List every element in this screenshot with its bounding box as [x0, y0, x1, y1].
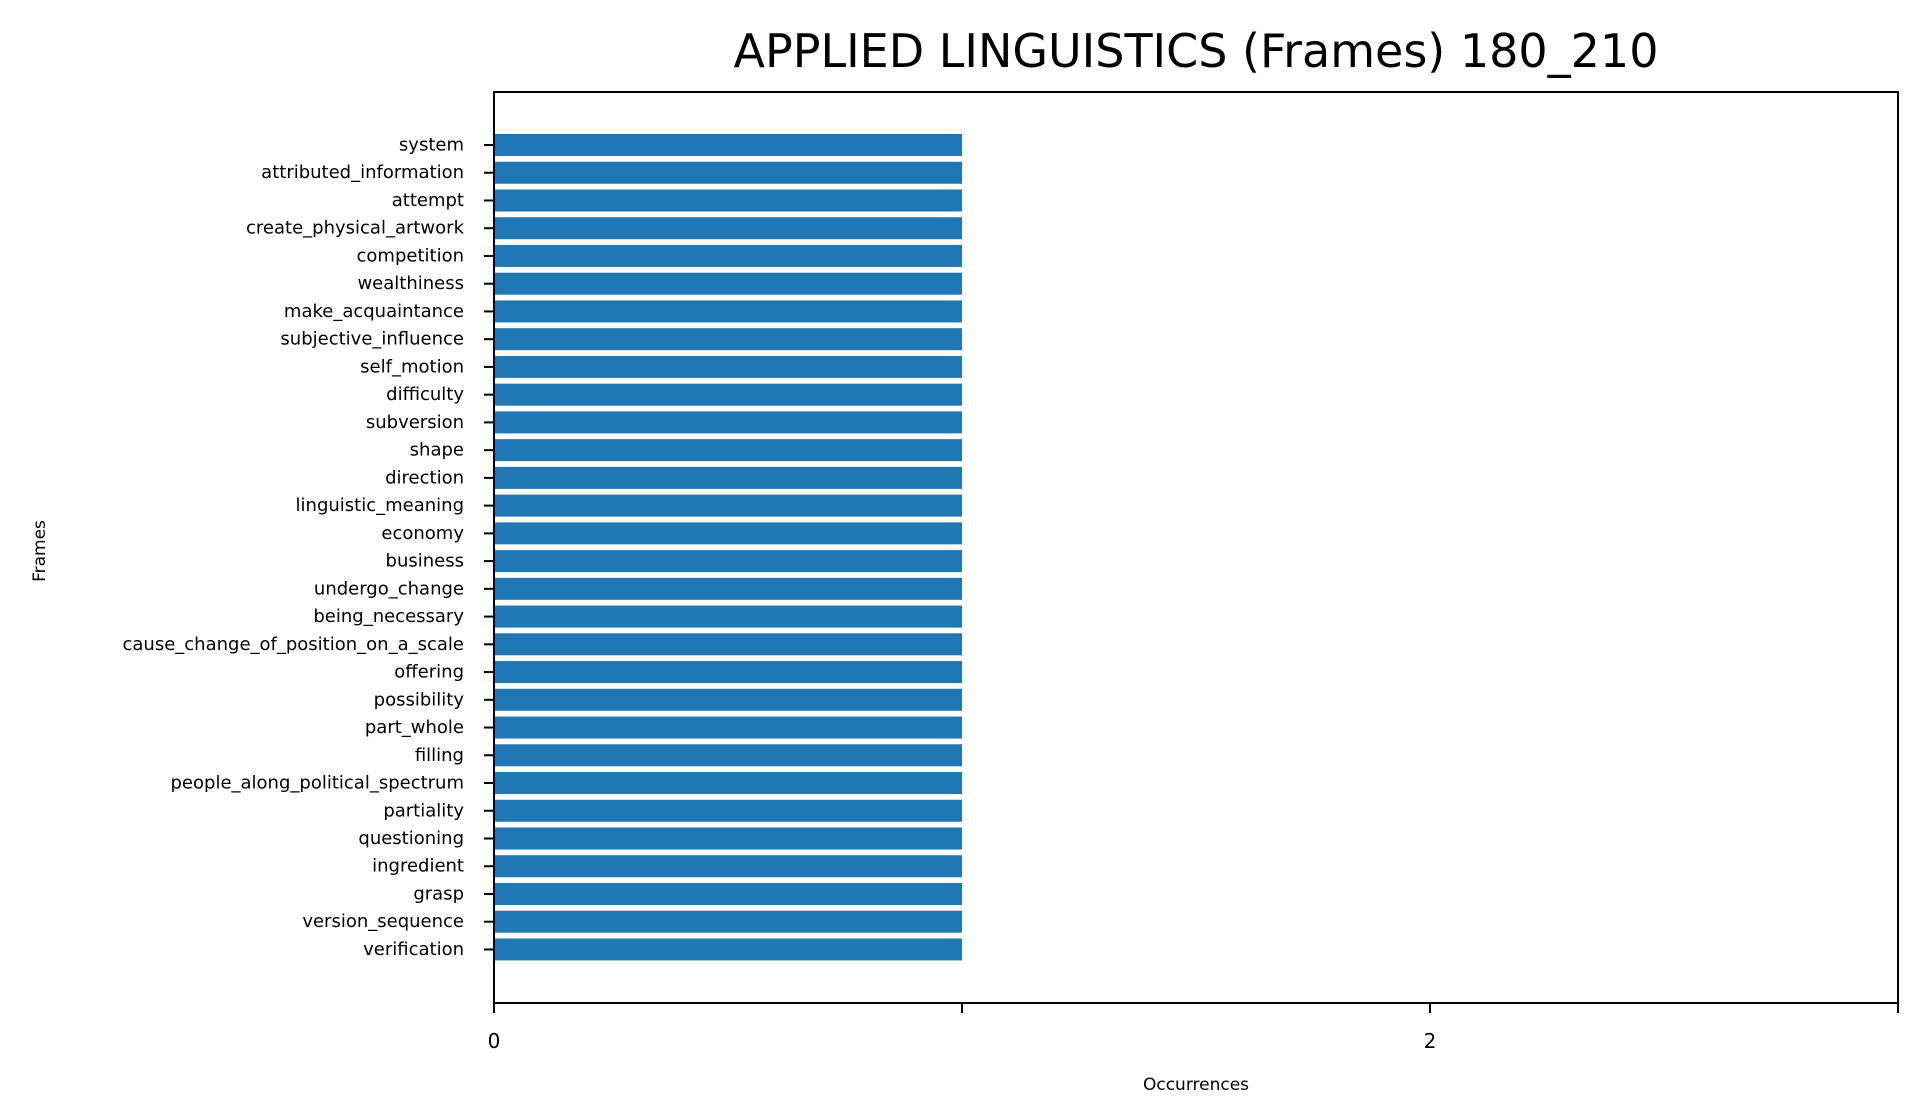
y-tick-label: grasp [413, 883, 464, 904]
y-tick-label: shape [410, 440, 464, 461]
y-tick-label: create_physical_artwork [246, 218, 465, 239]
bar-being_necessary [494, 605, 962, 628]
y-axis-label: Frames [30, 520, 50, 582]
y-tick-label: attempt [392, 190, 464, 211]
y-tick-label: cause_change_of_position_on_a_scale [122, 634, 464, 655]
bar-part_whole [494, 716, 962, 739]
bar-questioning [494, 827, 962, 850]
y-tick-label: partiality [383, 800, 464, 821]
y-tick-label: self_motion [360, 356, 464, 377]
bar-attributed_information [494, 161, 962, 184]
bar-make_acquaintance [494, 300, 962, 323]
bar-attempt [494, 189, 962, 212]
bar-subjective_influence [494, 328, 962, 351]
bar-self_motion [494, 355, 962, 378]
y-tick-label: make_acquaintance [284, 301, 464, 322]
bar-system [494, 134, 962, 156]
y-tick-label: direction [385, 467, 464, 488]
bar-undergo_change [494, 577, 962, 600]
bar-cause_change_of_position_on_a_scale [494, 633, 962, 656]
y-tick-label: wealthiness [357, 273, 464, 294]
x-tick-label: 2 [1424, 1029, 1437, 1053]
x-tick-label: 0 [488, 1029, 501, 1053]
bar-verification [494, 938, 962, 961]
bar-subversion [494, 411, 962, 434]
y-tick-label: undergo_change [314, 578, 464, 599]
y-tick-label: questioning [358, 828, 464, 849]
bar-filling [494, 744, 962, 767]
y-tick-label: difficulty [386, 384, 464, 405]
y-tick-label: filling [415, 745, 464, 766]
y-tick-label: subversion [366, 412, 464, 433]
bar-business [494, 550, 962, 573]
y-tick-label: part_whole [365, 717, 464, 738]
bar-economy [494, 522, 962, 545]
bar-grasp [494, 882, 962, 905]
bar-people_along_political_spectrum [494, 772, 962, 795]
bar-direction [494, 466, 962, 489]
y-tick-label: people_along_political_spectrum [171, 773, 465, 794]
y-tick-label: business [386, 551, 464, 572]
bar-wealthiness [494, 272, 962, 295]
y-tick-label: system [399, 135, 464, 156]
y-tick-label: offering [394, 662, 464, 683]
bar-linguistic_meaning [494, 494, 962, 517]
bar-partiality [494, 799, 962, 822]
y-tick-label: version_sequence [302, 911, 464, 932]
bar-version_sequence [494, 910, 962, 933]
bar-possibility [494, 688, 962, 711]
y-tick-label: attributed_information [261, 162, 464, 183]
bars-layer [494, 134, 962, 961]
bar-shape [494, 439, 962, 462]
y-tick-label: linguistic_meaning [296, 495, 464, 516]
y-tick-label: possibility [374, 689, 465, 710]
y-tick-label: economy [381, 523, 464, 544]
bar-difficulty [494, 383, 962, 406]
plot-frame [493, 91, 1899, 1004]
x-axis-label: Occurrences [1143, 1075, 1249, 1095]
bar-create_physical_artwork [494, 217, 962, 240]
bar-offering [494, 661, 962, 684]
y-tick-label: ingredient [372, 856, 464, 877]
y-tick-label: subjective_influence [280, 329, 464, 350]
y-tick-label: competition [357, 245, 464, 266]
y-tick-label: verification [363, 939, 464, 960]
bar-competition [494, 244, 962, 267]
y-tick-label: being_necessary [313, 606, 464, 627]
bar-ingredient [494, 855, 962, 878]
chart-title: APPLIED LINGUISTICS (Frames) 180_210 [734, 24, 1659, 78]
